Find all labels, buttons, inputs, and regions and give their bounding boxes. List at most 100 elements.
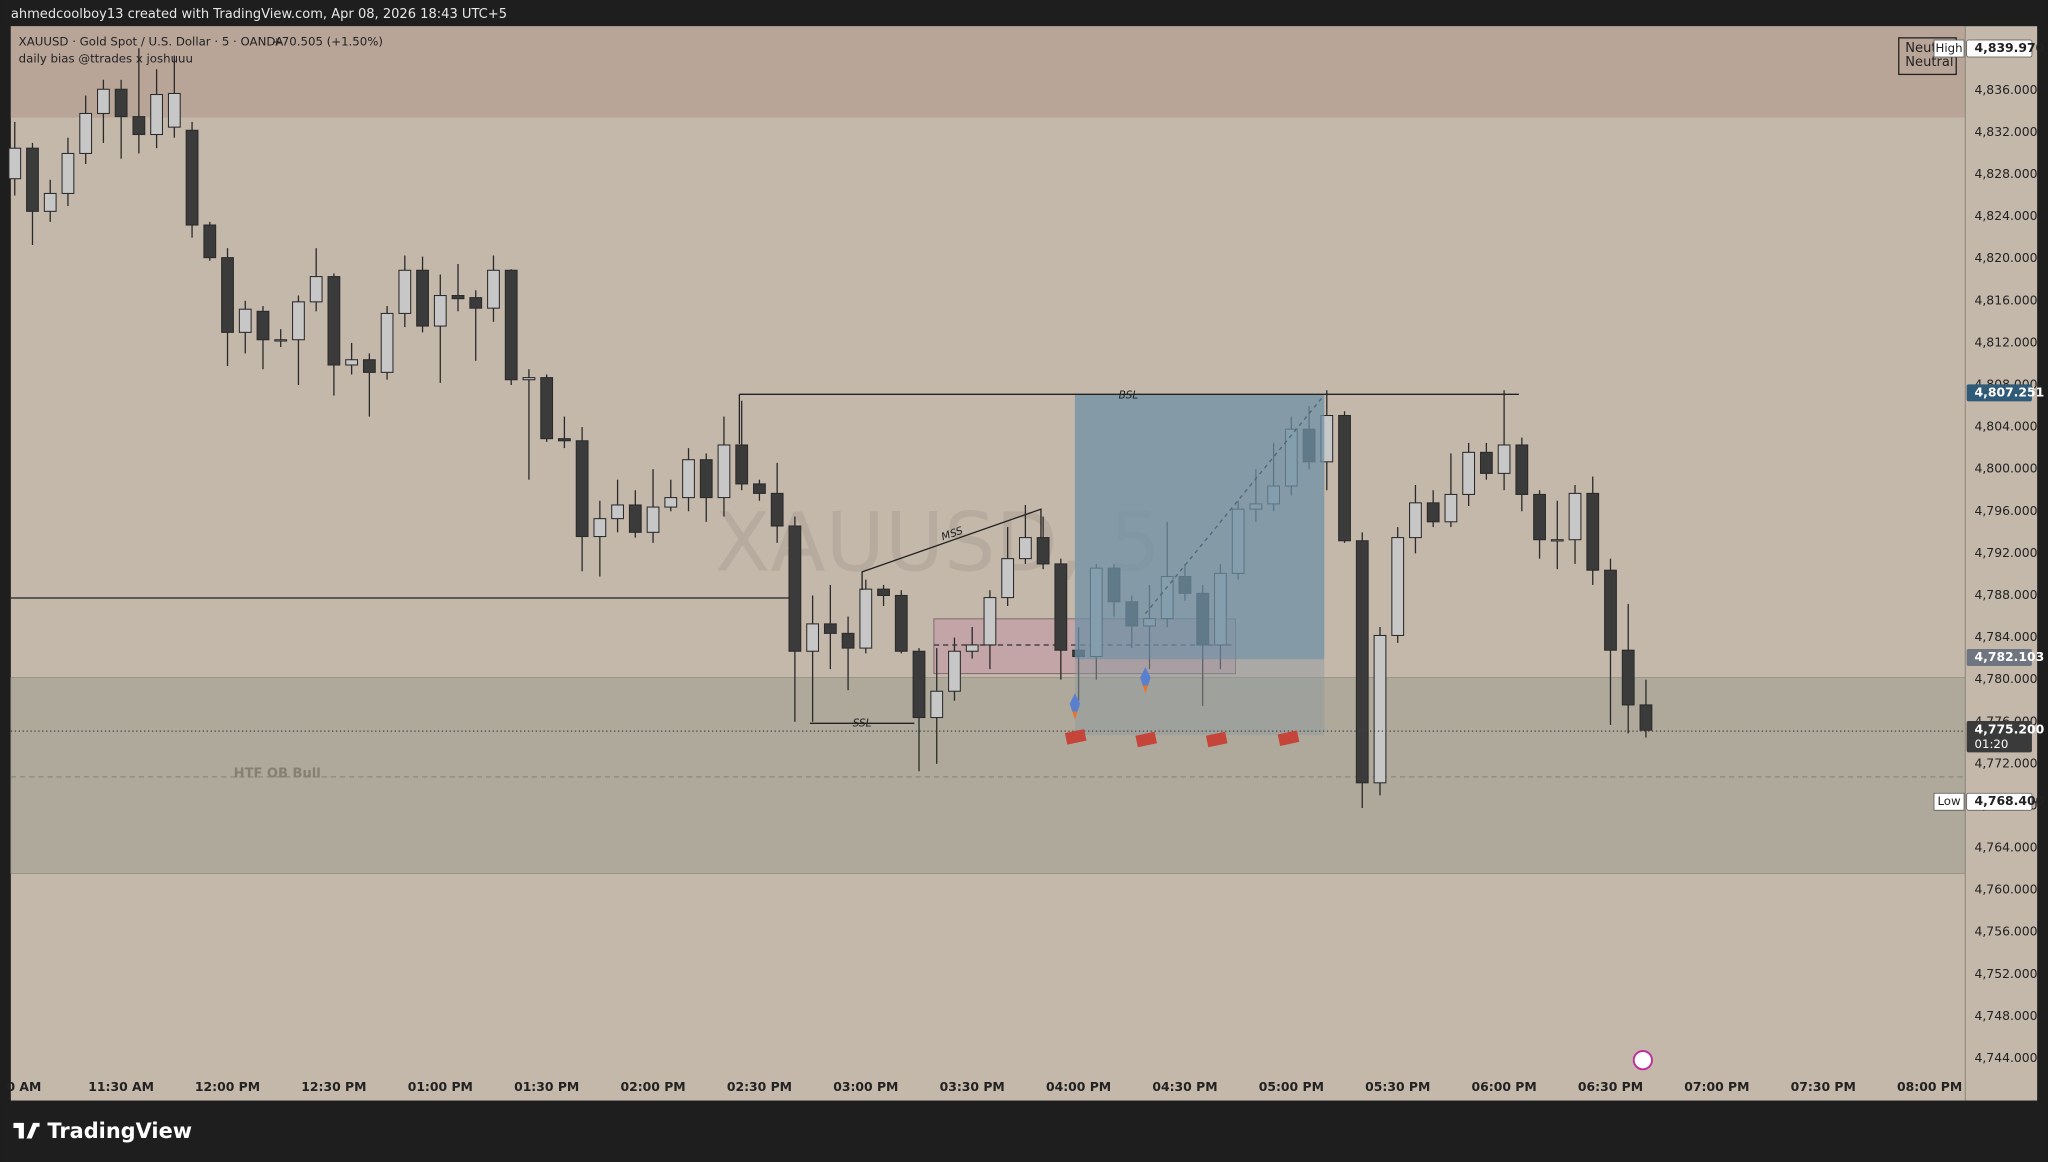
- price-tag: [1966, 649, 2032, 667]
- y-tick-label: 4,744.000: [1974, 1050, 2037, 1065]
- candle-body: [841, 632, 855, 649]
- candle-body: [735, 444, 749, 485]
- y-tick-label: 4,800.000: [1974, 461, 2037, 476]
- tag-label: High: [1936, 41, 1963, 55]
- y-tick-label: 4,764.000: [1974, 840, 2037, 855]
- zone-label: HTF OB Bull: [234, 767, 321, 782]
- y-tick-label: 4,816.000: [1974, 292, 2037, 307]
- x-tick-label: 03:30 PM: [940, 1079, 1005, 1094]
- candle-body: [451, 295, 465, 300]
- x-tick-label: 07:30 PM: [1791, 1079, 1856, 1094]
- candle-body: [1497, 444, 1511, 474]
- bias-short: Neut: [1905, 41, 1936, 56]
- candle-body: [469, 297, 483, 309]
- candle-body: [97, 88, 110, 114]
- y-tick-label: 4,796.000: [1974, 503, 2037, 518]
- price-tag: [1966, 384, 2032, 402]
- tag-box: [1933, 792, 1965, 811]
- y-tick-label: 4,812.000: [1974, 334, 2037, 349]
- ssl-label: SSL: [853, 717, 872, 729]
- y-tick-label: 4,784.000: [1974, 629, 2037, 644]
- alert-icon[interactable]: [1632, 1050, 1653, 1071]
- y-tick-label: 4,824.000: [1974, 208, 2037, 223]
- candle-body: [983, 597, 997, 646]
- brick-icon: [1135, 731, 1157, 748]
- bottom-bar: [0, 1100, 2048, 1162]
- y-tick-label: 4,804.000: [1974, 419, 2037, 434]
- x-tick-label: 06:00 PM: [1472, 1079, 1537, 1094]
- candle-body: [788, 525, 802, 652]
- x-tick-label: 11:30 AM: [88, 1079, 154, 1094]
- y-tick-label: 4,760.000: [1974, 882, 2037, 897]
- candle-body: [1586, 492, 1600, 571]
- y-tick-label: 4,828.000: [1974, 166, 2037, 181]
- y-tick-label: 4,836.000: [1974, 82, 2037, 97]
- x-tick-label: 02:30 PM: [727, 1079, 792, 1094]
- candle-body: [398, 269, 412, 314]
- candle-body: [26, 147, 39, 212]
- x-tick-label: 05:30 PM: [1365, 1079, 1430, 1094]
- candle-body: [1568, 492, 1582, 541]
- candle-body: [362, 359, 376, 373]
- candle-body: [948, 650, 961, 692]
- plot-background: [10, 26, 2038, 1101]
- price-tag: [1966, 721, 2032, 753]
- candle-body: [894, 594, 908, 652]
- candle-body: [150, 93, 163, 136]
- candle-body: [61, 152, 75, 194]
- candle-body: [1444, 493, 1458, 523]
- y-tick-label: 4,756.000: [1974, 924, 2037, 939]
- candle-body: [416, 269, 429, 327]
- x-tick-label: 08:00 PM: [1897, 1079, 1962, 1094]
- x-tick-label: 12:30 PM: [301, 1079, 366, 1094]
- candle-body: [753, 483, 766, 494]
- top-bar: [0, 0, 2048, 27]
- candle-body: [859, 588, 873, 649]
- candle-body: [806, 623, 820, 652]
- rocket-icon: [1140, 667, 1151, 694]
- price-tag: [1966, 39, 2033, 58]
- x-tick-label: 03:00 PM: [833, 1079, 898, 1094]
- candle-body: [593, 518, 607, 538]
- x-tick-label: 07:00 PM: [1684, 1079, 1749, 1094]
- brand[interactable]: TradingView: [47, 1119, 192, 1143]
- candle-body: [221, 257, 234, 333]
- tag-label: Low: [1937, 794, 1961, 808]
- y-tick-label: 4,780.000: [1974, 671, 2037, 686]
- candle-body: [1001, 558, 1015, 599]
- y-tick-label: 4,788.000: [1974, 587, 2037, 602]
- candle-body: [1426, 502, 1440, 523]
- candle-body: [823, 623, 837, 634]
- price-tag-label: 4,775.200: [1974, 722, 2044, 737]
- logo-mark: [13, 1122, 40, 1139]
- candle-body: [345, 359, 359, 366]
- candle-body: [1018, 537, 1032, 560]
- candle-body: [1621, 649, 1635, 706]
- x-tick-label: 0 AM: [6, 1079, 41, 1094]
- candle-body: [1036, 537, 1050, 565]
- y-tick-label: 4,752.000: [1974, 966, 2037, 981]
- candle-body: [380, 312, 394, 373]
- candle-body: [114, 88, 128, 118]
- candle-body: [327, 276, 341, 366]
- x-tick-label: 01:00 PM: [408, 1079, 473, 1094]
- x-tick-label: 04:00 PM: [1046, 1079, 1111, 1094]
- candle-body: [487, 269, 500, 309]
- candle-body: [1533, 493, 1546, 541]
- x-tick-label: 02:00 PM: [620, 1079, 685, 1094]
- candle-body: [646, 506, 660, 533]
- y-tick-label: 4,792.000: [1974, 545, 2037, 560]
- candle-body: [575, 440, 589, 538]
- candle-body: [203, 224, 217, 259]
- brick-icon: [1205, 731, 1228, 748]
- candle-body: [682, 459, 695, 499]
- candle-body: [8, 147, 22, 180]
- candle-body: [717, 444, 731, 499]
- brick-icon: [1277, 730, 1300, 746]
- axes: 4,744.000 4,748.000 4,752.000 4,756.000 4,76…: [6, 39, 2045, 1094]
- candle-body: [1515, 444, 1529, 495]
- candle-body: [504, 269, 518, 381]
- stop-box: [1074, 659, 1325, 736]
